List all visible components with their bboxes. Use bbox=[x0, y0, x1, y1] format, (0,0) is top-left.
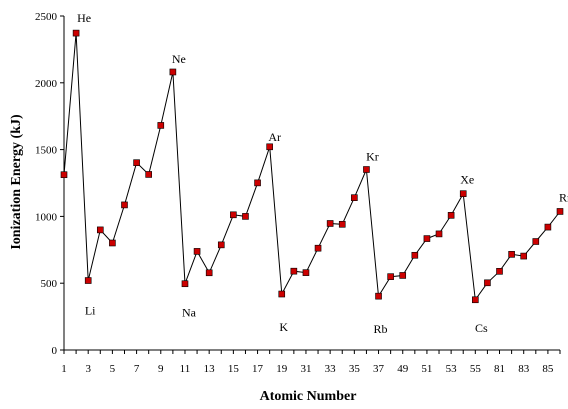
data-point bbox=[230, 211, 237, 219]
annotation-li: Li bbox=[85, 304, 96, 318]
data-point bbox=[520, 252, 528, 260]
y-tick-label: 2500 bbox=[35, 11, 58, 23]
x-tick-label: 15 bbox=[228, 363, 240, 375]
x-tick-label: 9 bbox=[158, 363, 164, 375]
series-line bbox=[63, 33, 561, 302]
data-point bbox=[544, 223, 552, 231]
x-tick-label: 31 bbox=[300, 363, 311, 375]
x-tick-label: 83 bbox=[518, 363, 530, 375]
data-point bbox=[302, 269, 310, 276]
data-point bbox=[84, 277, 92, 284]
data-point bbox=[157, 122, 165, 129]
y-tick-label: 2000 bbox=[35, 78, 58, 90]
x-tick-label: 19 bbox=[276, 363, 288, 375]
data-point bbox=[314, 244, 322, 252]
data-point bbox=[556, 208, 564, 215]
data-point bbox=[399, 272, 407, 279]
annotation-cs: Cs bbox=[475, 321, 488, 335]
x-tick-label: 49 bbox=[397, 363, 409, 375]
annotation-rn: Rn bbox=[559, 190, 568, 204]
y-tick-label: 0 bbox=[52, 345, 58, 357]
annotation-ar: Ar bbox=[268, 130, 281, 144]
x-tick-label: 51 bbox=[421, 363, 432, 375]
data-point bbox=[423, 235, 431, 242]
x-tick-label: 33 bbox=[325, 363, 337, 375]
data-point bbox=[205, 269, 213, 277]
x-tick-label: 85 bbox=[542, 363, 554, 375]
data-point bbox=[532, 238, 540, 245]
x-tick-label: 1 bbox=[61, 363, 67, 375]
x-tick-label: 81 bbox=[494, 363, 505, 375]
x-tick-label: 3 bbox=[85, 363, 91, 375]
x-tick-label: 53 bbox=[446, 363, 458, 375]
x-tick-label: 13 bbox=[204, 363, 216, 375]
data-point bbox=[435, 230, 443, 238]
x-tick-label: 37 bbox=[373, 363, 385, 375]
data-point bbox=[387, 273, 394, 280]
data-point bbox=[351, 194, 358, 201]
data-point bbox=[290, 267, 298, 275]
annotation-xe: Xe bbox=[460, 173, 474, 187]
data-point bbox=[338, 220, 346, 228]
element-annotations: He Ne Ar Kr Xe Rn Li Na K Rb Cs bbox=[77, 11, 568, 336]
data-point bbox=[326, 220, 334, 227]
data-point bbox=[411, 251, 419, 259]
y-tick-label: 1500 bbox=[35, 145, 58, 157]
data-point bbox=[109, 239, 116, 247]
data-point bbox=[278, 290, 286, 298]
data-point bbox=[266, 143, 273, 151]
data-point bbox=[254, 179, 261, 187]
data-point bbox=[169, 68, 177, 76]
data-point bbox=[217, 241, 225, 249]
data-point bbox=[121, 201, 128, 209]
x-tick-label: 17 bbox=[252, 363, 264, 375]
data-point bbox=[508, 251, 515, 258]
data-point bbox=[375, 292, 382, 300]
y-axis-title: Ionization Energy (kJ) bbox=[9, 114, 24, 250]
data-point bbox=[496, 268, 503, 275]
annotation-ne: Ne bbox=[172, 52, 186, 66]
data-point bbox=[60, 171, 68, 179]
x-axis-ticks: 1 3 5 7 9 11 13 15 17 19 31 33 35 37 49 51 53 55 81 83 85 bbox=[61, 350, 561, 375]
data-point bbox=[96, 226, 104, 234]
annotation-na: Na bbox=[182, 306, 197, 320]
ionization-energy-series bbox=[60, 29, 564, 304]
annotation-rb: Rb bbox=[374, 322, 388, 336]
data-point bbox=[459, 190, 467, 197]
data-point bbox=[484, 279, 491, 287]
data-point bbox=[363, 166, 370, 173]
data-point bbox=[72, 29, 80, 37]
annotation-k: K bbox=[279, 320, 288, 334]
data-point bbox=[133, 159, 140, 166]
annotation-kr: Kr bbox=[366, 150, 379, 164]
axes bbox=[63, 16, 560, 351]
data-point bbox=[447, 212, 455, 219]
data-point bbox=[145, 171, 152, 178]
y-axis-ticks: 0 500 1000 1500 2000 2500 bbox=[35, 11, 64, 357]
data-point bbox=[242, 213, 249, 220]
y-tick-label: 1000 bbox=[35, 211, 58, 223]
x-tick-label: 11 bbox=[180, 363, 191, 375]
annotation-he: He bbox=[77, 11, 91, 25]
data-point bbox=[193, 248, 201, 255]
x-axis-title: Atomic Number bbox=[260, 389, 357, 404]
x-tick-label: 5 bbox=[110, 363, 116, 375]
x-tick-label: 7 bbox=[134, 363, 140, 375]
data-point bbox=[181, 280, 189, 288]
x-tick-label: 55 bbox=[470, 363, 482, 375]
x-tick-label: 35 bbox=[349, 363, 361, 375]
data-point bbox=[472, 296, 479, 304]
y-tick-label: 500 bbox=[41, 278, 58, 290]
